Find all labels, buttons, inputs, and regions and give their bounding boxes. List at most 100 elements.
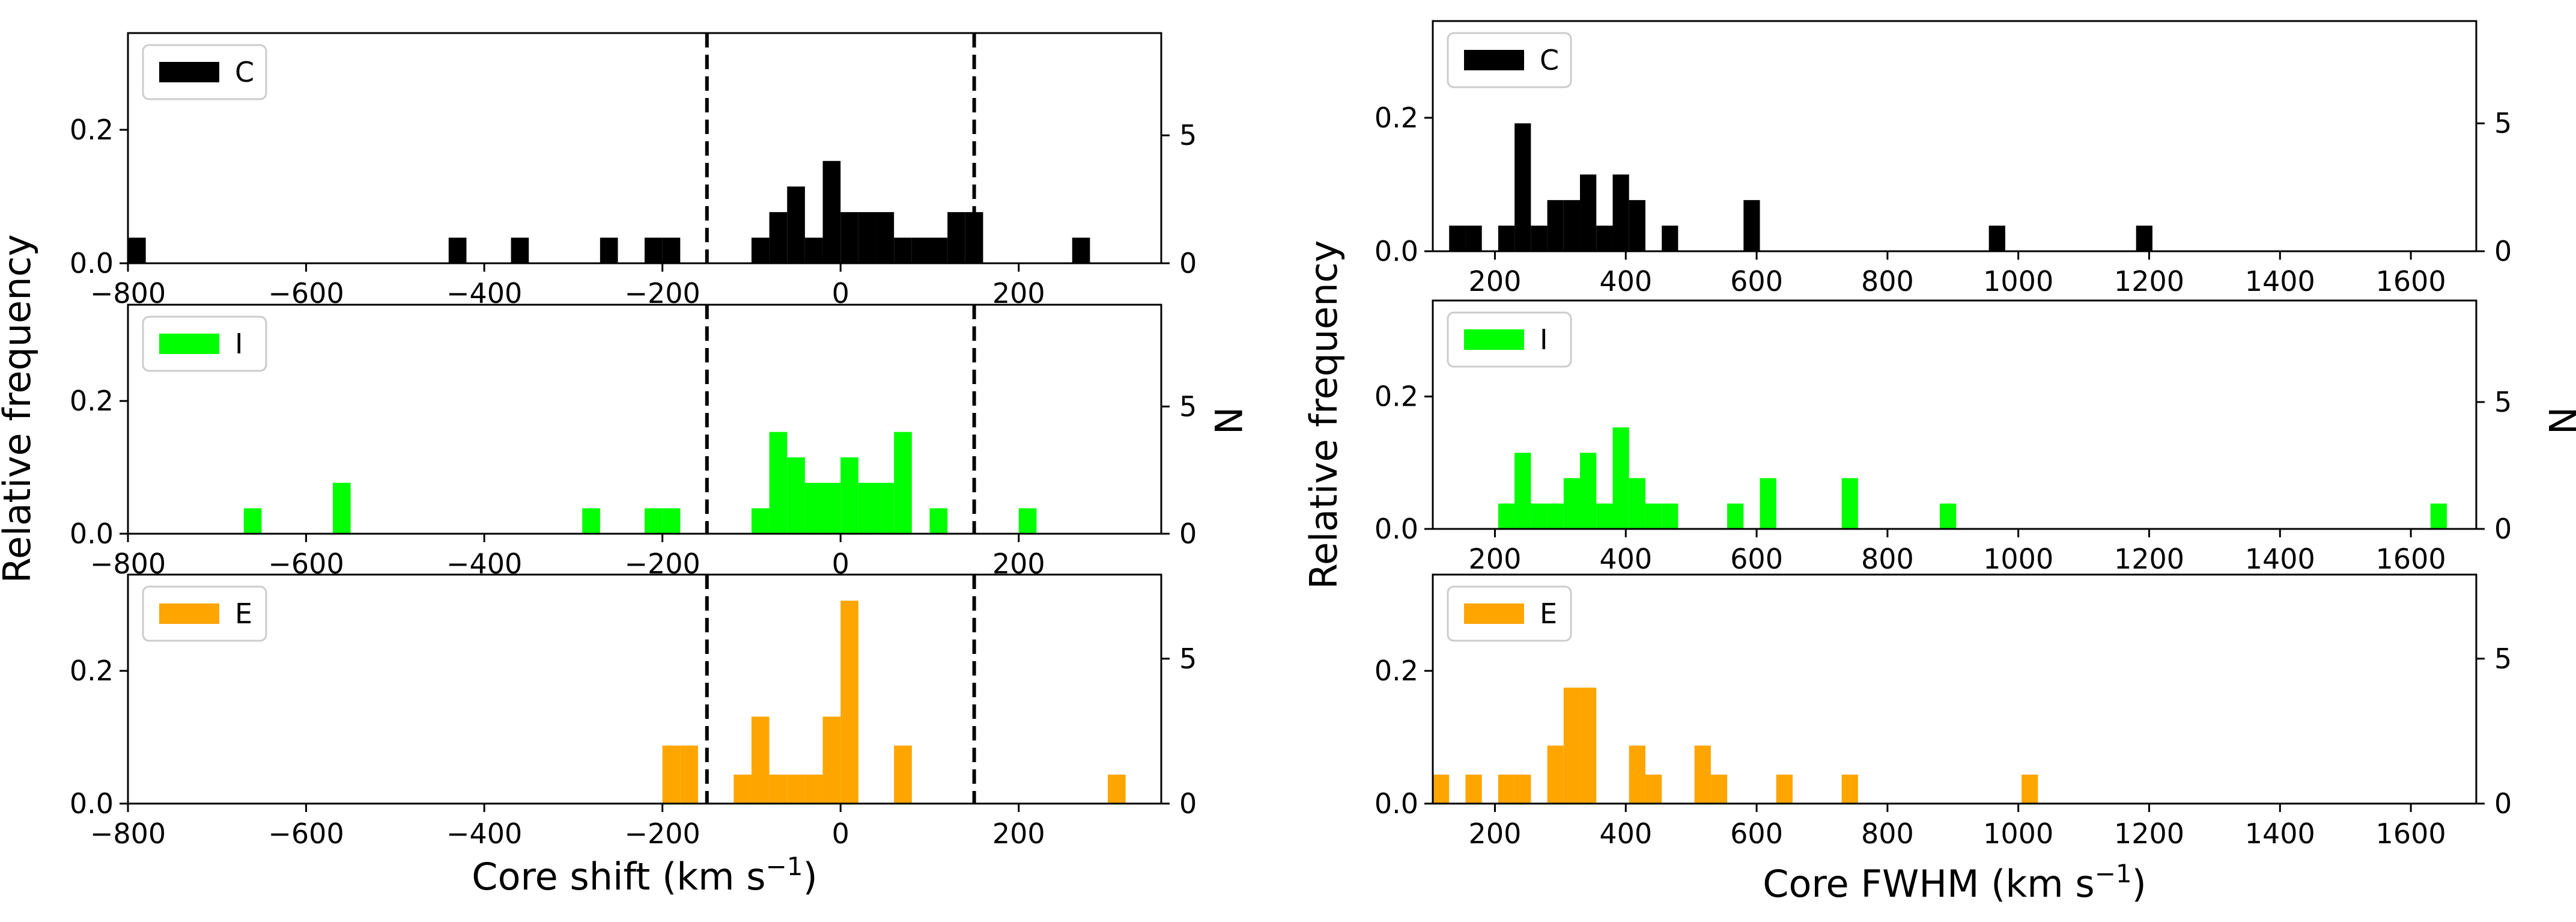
- histogram-bar: [769, 774, 788, 804]
- histogram-bar: [243, 508, 262, 534]
- histogram-bar: [1776, 774, 1793, 804]
- histogram-bar: [1988, 225, 2005, 251]
- histogram-bar: [1580, 174, 1597, 251]
- x-tick-label: 1400: [2245, 543, 2315, 575]
- x-tick-label: 1200: [2114, 265, 2184, 298]
- histogram-bar: [787, 774, 805, 804]
- histogram-bar: [751, 508, 770, 534]
- x-tick-label: 1400: [2245, 265, 2315, 298]
- legend-label: I: [235, 328, 243, 360]
- x-tick-label: 1000: [1983, 817, 2053, 850]
- histogram-bar: [876, 212, 895, 263]
- y-tick-label: 0.0: [1375, 513, 1418, 545]
- y2-tick-label: 0: [1179, 247, 1197, 279]
- axes-frame: [127, 573, 1162, 805]
- histogram-bar: [840, 457, 858, 534]
- y2-tick-label: 5: [1179, 119, 1197, 151]
- histogram-bar: [751, 237, 770, 263]
- y2-tick-label: 0: [2494, 513, 2512, 545]
- y-tick-label: 0.0: [70, 247, 114, 279]
- x-tick-label: 600: [1730, 265, 1783, 298]
- y-tick-label: 0.2: [70, 655, 114, 687]
- x-tick-label: 200: [1469, 543, 1522, 575]
- histogram-bar: [1760, 478, 1776, 529]
- histogram-bar: [1645, 503, 1662, 529]
- histogram-bar: [822, 483, 841, 534]
- histogram-bar: [645, 508, 663, 534]
- x-tick-label: 200: [1469, 265, 1522, 298]
- x-tick-label: 1000: [1983, 543, 2053, 575]
- x-tick-label: 0: [832, 817, 849, 850]
- histogram-bar: [734, 774, 752, 804]
- x-tick-label: 600: [1730, 817, 1783, 850]
- histogram-bar: [1645, 774, 1662, 804]
- x-tick-label: 200: [1469, 817, 1522, 850]
- panel-E: −800 −600 −400 −200 0 200 0.0 0.2 0 5 E: [70, 573, 1197, 850]
- x-tick-label: −600: [268, 817, 344, 850]
- histogram-bar: [787, 186, 805, 263]
- panel-I: 200 400 600 800 1000 1200 1400 1600 0.0 0.2 0 5 I: [1375, 299, 2512, 575]
- axes-frame: [1432, 299, 2477, 530]
- y2-tick-label: 5: [1179, 390, 1197, 423]
- histogram-bar: [929, 508, 948, 534]
- y-tick-label: 0.2: [70, 385, 114, 417]
- histogram-bar: [662, 508, 681, 534]
- legend: E: [1447, 585, 1572, 642]
- histogram-bar: [2430, 503, 2447, 529]
- legend-swatch: [1464, 603, 1524, 624]
- y2-axis-label: N: [2540, 407, 2576, 435]
- x-axis-label: Core shift (km s−1): [472, 852, 817, 899]
- legend-swatch: [1464, 329, 1524, 350]
- legend-swatch: [159, 334, 219, 354]
- histogram-bar: [1531, 503, 1548, 529]
- y-tick-label: 0.2: [70, 114, 114, 146]
- axes-frame: [1432, 20, 2477, 252]
- x-tick-label: −200: [624, 817, 700, 850]
- y2-tick-label: 0: [2494, 787, 2512, 820]
- x-tick-label: 400: [1599, 543, 1652, 575]
- histogram-bar: [1596, 225, 1613, 251]
- histogram-group-core-fwhm: 200 400 600 800 1000 1200 1400 16000.00.205C200…: [1302, 20, 2576, 906]
- histogram-bar: [751, 716, 770, 804]
- legend: E: [142, 585, 267, 642]
- y-tick-label: 0.2: [1375, 655, 1418, 687]
- y2-tick-label: 0: [1179, 787, 1197, 820]
- x-tick-label: 1200: [2114, 543, 2184, 575]
- y2-tick-label: 5: [1179, 643, 1197, 675]
- histogram-bar: [1498, 225, 1515, 251]
- x-tick-label: 400: [1599, 265, 1652, 298]
- x-tick-label: 200: [992, 817, 1045, 850]
- y-axis-label: Relative frequency: [1302, 240, 1346, 590]
- histogram-bar: [1710, 774, 1728, 804]
- legend-label: E: [1540, 597, 1557, 630]
- histogram-bar: [1612, 427, 1629, 529]
- histogram-bar: [1547, 200, 1564, 251]
- legend: I: [142, 316, 267, 372]
- x-tick-label: 1400: [2245, 817, 2315, 850]
- x-tick-label: 800: [1861, 265, 1914, 298]
- legend: C: [142, 44, 267, 100]
- histogram-bar: [840, 212, 858, 263]
- histogram-bar: [1531, 225, 1548, 251]
- histogram-group-core-shift: −800 −600 −400 −200 0 200 0.0 0.2 0 5 C −800 −600 −40…: [0, 32, 1250, 899]
- histogram-bar: [804, 237, 823, 263]
- histogram-bar: [128, 237, 146, 263]
- histogram-bar: [1629, 478, 1645, 529]
- y2-axis-label: N: [1206, 407, 1250, 435]
- histogram-bar: [1612, 174, 1629, 251]
- axes-frame: [127, 32, 1162, 264]
- y2-tick-label: 0: [2494, 235, 2512, 267]
- panel-C: 200 400 600 800 1000 1200 1400 1600 0.0 0.2 0 5 C: [1375, 20, 2512, 298]
- histogram-bar: [1563, 200, 1581, 251]
- y2-tick-label: 0: [1179, 517, 1197, 550]
- histogram-bar: [929, 237, 948, 263]
- panel-E: 200 400 600 800 1000 1200 1400 1600 0.0 0.2 0 5 E: [1375, 573, 2512, 850]
- legend-swatch: [159, 62, 219, 82]
- histogram-bar: [1580, 688, 1597, 804]
- histogram-bar: [1547, 745, 1564, 804]
- histogram-bar: [1841, 774, 1858, 804]
- histogram-bar: [582, 508, 600, 534]
- x-tick-label: −400: [446, 817, 522, 850]
- histogram-bar: [511, 237, 529, 263]
